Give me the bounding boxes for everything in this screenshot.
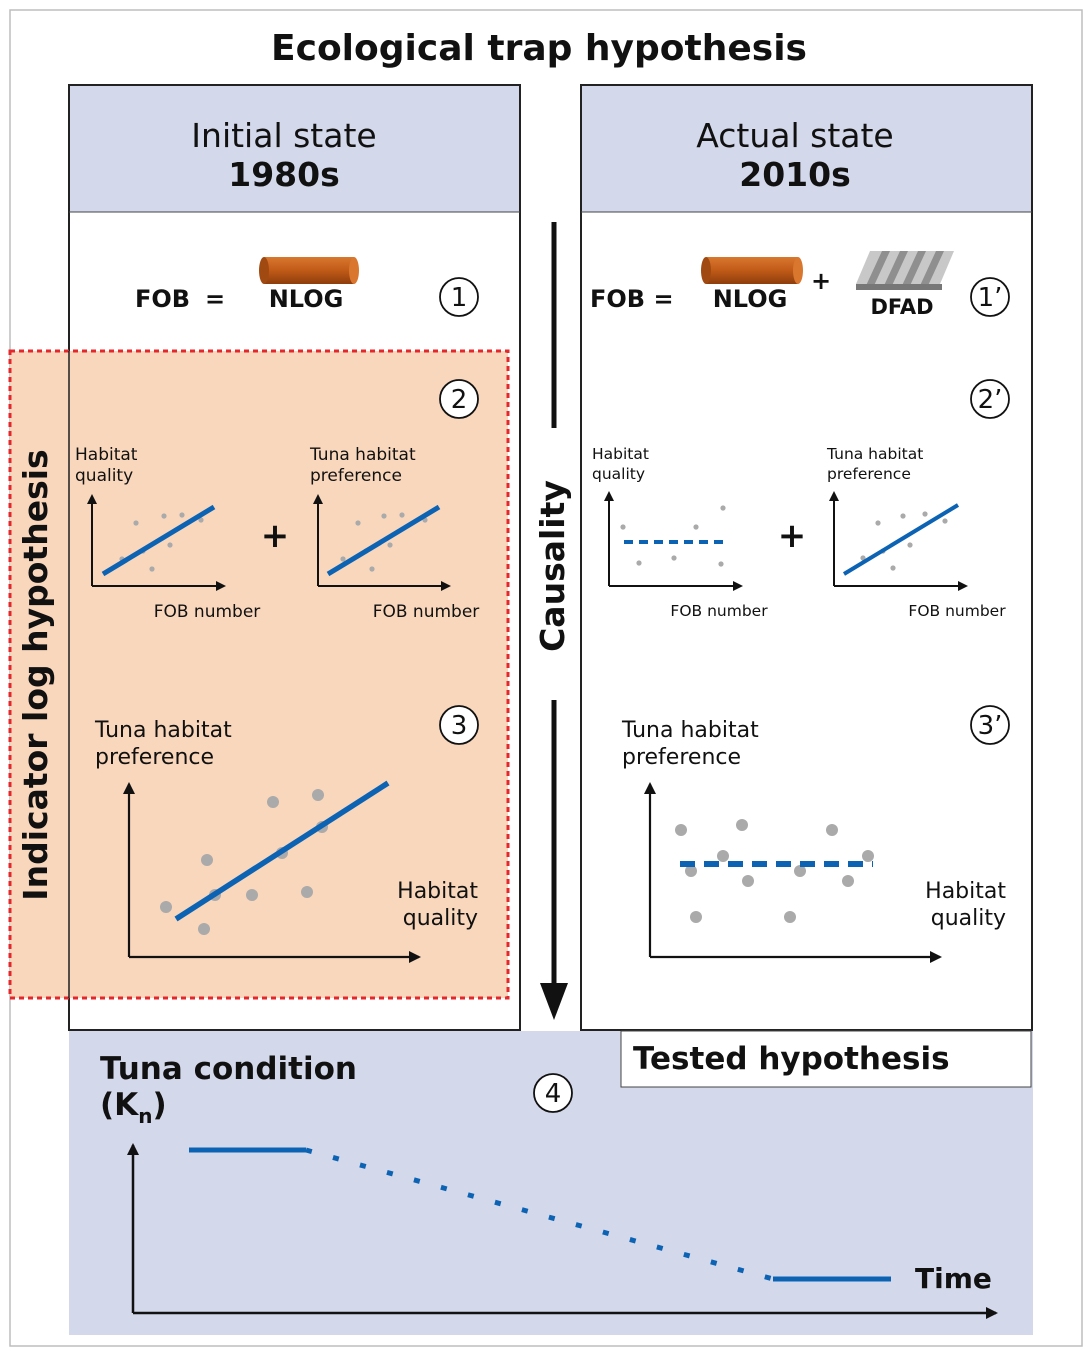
tuna-condition-title: Tuna condition xyxy=(100,1051,357,1087)
step-2-marker: 2 xyxy=(439,379,479,419)
causality-label: Causality xyxy=(533,480,572,652)
svg-text:quality: quality xyxy=(403,906,478,931)
left-plus: + xyxy=(261,516,290,556)
svg-text:Tuna habitat: Tuna habitat xyxy=(94,718,232,743)
step-1-prime-marker: 1’ xyxy=(970,277,1010,317)
step-1-marker: 1 xyxy=(439,277,479,317)
right-plus-top: + xyxy=(811,267,831,295)
indicator-log-hypothesis-label: Indicator log hypothesis xyxy=(16,449,55,900)
step-3-prime-marker: 3’ xyxy=(970,705,1010,745)
svg-text:Tuna habitat: Tuna habitat xyxy=(826,445,923,463)
svg-text:Tuna habitat: Tuna habitat xyxy=(309,445,416,465)
svg-text:preference: preference xyxy=(95,745,214,770)
right-panel xyxy=(580,84,1033,1031)
left-nlog-label: NLOG xyxy=(269,285,344,313)
left-mini-chart-habitat-quality: Habitat quality FOB number xyxy=(75,445,260,622)
right-nlog-label: NLOG xyxy=(713,285,788,313)
svg-text:2: 2 xyxy=(451,385,468,415)
svg-text:Habitat: Habitat xyxy=(397,879,478,904)
svg-text:3’: 3’ xyxy=(978,711,1003,741)
indicator-log-hypothesis-border xyxy=(8,349,510,1000)
right-header-line1: Actual state xyxy=(696,116,893,155)
nlog-log-icon xyxy=(259,257,359,284)
right-dfad-label: DFAD xyxy=(870,295,933,319)
svg-text:FOB number: FOB number xyxy=(908,602,1006,620)
tested-hypothesis-box xyxy=(620,1030,1032,1088)
left-header-line1: Initial state xyxy=(191,116,376,155)
left-equals: = xyxy=(205,285,225,313)
svg-text:FOB number: FOB number xyxy=(670,602,768,620)
svg-text:4: 4 xyxy=(545,1079,562,1109)
right-mini-chart-habitat-quality: Habitat quality FOB number xyxy=(592,445,768,620)
tuna-condition-chart xyxy=(127,1143,998,1319)
step-3-marker: 3 xyxy=(439,705,479,745)
step-4-marker: 4 xyxy=(533,1073,573,1113)
left-mini-chart-tuna-preference: Tuna habitat preference FOB number xyxy=(309,445,479,622)
svg-text:Habitat: Habitat xyxy=(75,445,138,465)
right-plus: + xyxy=(778,516,807,556)
left-big-chart: Tuna habitat preference Habitat quality xyxy=(94,718,478,963)
svg-text:Habitat: Habitat xyxy=(592,445,649,463)
svg-text:FOB number: FOB number xyxy=(373,602,480,622)
svg-text:preference: preference xyxy=(310,466,402,486)
tested-hypothesis-label: Tested hypothesis xyxy=(633,1041,950,1077)
left-header-line2: 1980s xyxy=(228,155,340,194)
svg-text:quality: quality xyxy=(592,465,645,483)
svg-text:preference: preference xyxy=(827,465,911,483)
right-big-chart: Tuna habitat preference Habitat quality xyxy=(621,718,1006,963)
right-panel-header xyxy=(582,86,1031,212)
svg-text:quality: quality xyxy=(75,466,133,486)
svg-text:quality: quality xyxy=(931,906,1006,931)
indicator-log-hypothesis-region xyxy=(10,351,508,998)
svg-text:preference: preference xyxy=(622,745,741,770)
diagram-title: Ecological trap hypothesis xyxy=(271,28,807,69)
svg-text:3: 3 xyxy=(451,711,468,741)
time-axis-label: Time xyxy=(915,1262,992,1295)
svg-text:Habitat: Habitat xyxy=(925,879,1006,904)
left-fob-label: FOB xyxy=(135,285,190,313)
svg-text:FOB number: FOB number xyxy=(154,602,261,622)
dfad-raft-icon xyxy=(856,251,954,290)
nlog-log-icon-right xyxy=(701,257,803,284)
svg-text:2’: 2’ xyxy=(978,385,1003,415)
svg-text:1’: 1’ xyxy=(978,283,1003,313)
right-fob-label: FOB = xyxy=(590,285,674,313)
step-2-prime-marker: 2’ xyxy=(970,379,1010,419)
right-header-line2: 2010s xyxy=(739,155,851,194)
left-panel-header xyxy=(70,86,519,212)
tuna-condition-kn: (Kn) xyxy=(100,1087,167,1128)
svg-text:Tuna habitat: Tuna habitat xyxy=(621,718,759,743)
svg-text:1: 1 xyxy=(451,283,468,313)
right-mini-chart-tuna-preference: Tuna habitat preference FOB number xyxy=(826,445,1006,620)
causality-arrow xyxy=(540,222,568,1020)
